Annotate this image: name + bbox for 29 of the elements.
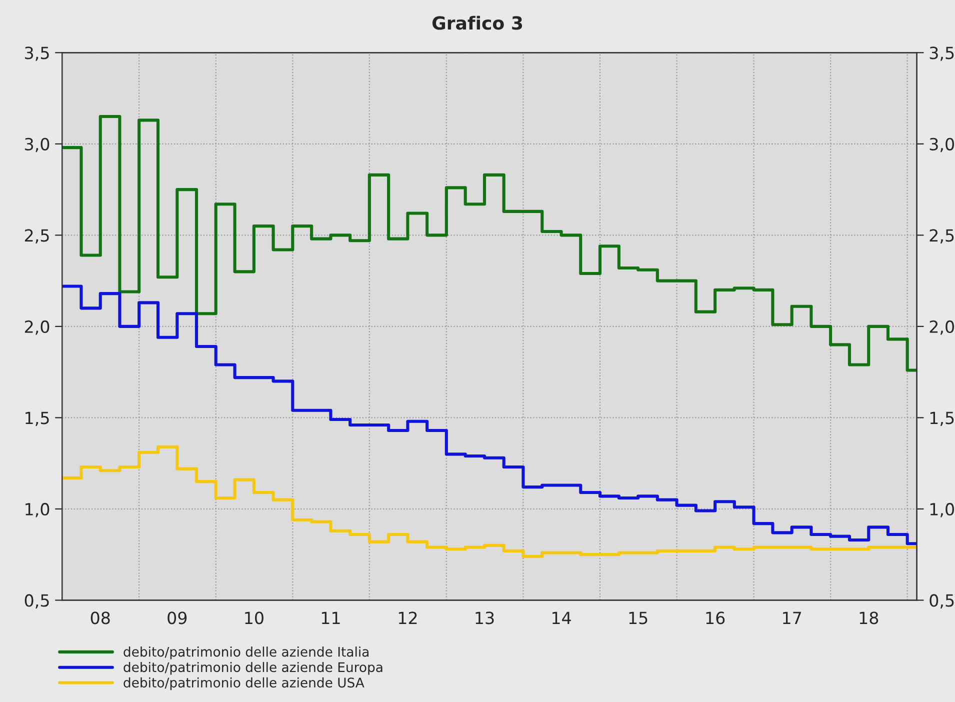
x-tick-label: 11 [322, 612, 340, 624]
legend-label: debito/patrimonio delle aziende USA [124, 677, 364, 690]
x-tick-label: 16 [706, 612, 725, 624]
y2-tick-label: 1,5 [930, 412, 954, 426]
x-tick-label: 15 [629, 612, 648, 624]
y2-tick-label: 3,5 [930, 46, 954, 61]
y2-tick-label: 1,0 [930, 502, 954, 518]
x-tick-label: 18 [860, 612, 878, 624]
x-tick-label: 14 [552, 612, 571, 624]
x-tick-label: 13 [476, 612, 494, 624]
y-tick-label: 3,0 [25, 138, 50, 152]
y-tick-label: 3,5 [25, 46, 49, 61]
y2-tick-label: 2,5 [930, 229, 954, 244]
y-tick-label: 1,5 [26, 412, 49, 426]
chart-title: Grafico 3 [432, 16, 522, 30]
x-tick-label: 12 [398, 612, 417, 624]
legend-label: debito/patrimonio delle aziende Europa [124, 662, 382, 675]
y-tick-label: 1,0 [26, 502, 50, 518]
x-tick-label: 08 [90, 612, 110, 624]
y-tick-label: 2,0 [24, 320, 50, 335]
y-tick-label: 0,5 [24, 594, 49, 608]
x-tick-label: 17 [783, 612, 802, 624]
legend-label: debito/patrimonio delle aziende Italia [124, 646, 368, 660]
y-tick-label: 2,5 [24, 229, 49, 244]
y2-tick-label: 3,0 [930, 138, 954, 152]
x-tick-label: 10 [245, 612, 264, 624]
y2-tick-label: 0,5 [930, 594, 954, 608]
x-tick-label: 09 [168, 612, 187, 624]
y2-tick-label: 2,0 [930, 320, 954, 335]
